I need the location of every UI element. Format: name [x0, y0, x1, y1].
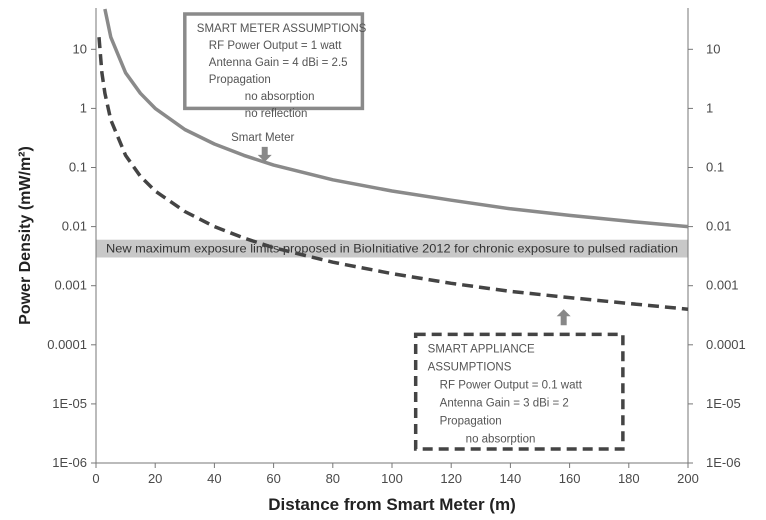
y-tick-label-right: 1E-05: [706, 396, 741, 411]
y-tick-label-right: 0.1: [706, 160, 724, 175]
y-tick-label: 1E-06: [52, 455, 87, 470]
x-tick-label: 40: [207, 471, 221, 486]
x-tick-label: 200: [677, 471, 699, 486]
smart-appliance-assumptions-box: SMART APPLIANCE ASSUMPTIONS RF Power Outpu…: [413, 332, 625, 451]
y-tick-label: 1: [80, 100, 87, 115]
y-tick-label: 1E-05: [52, 396, 87, 411]
annotation-arrow-down: [257, 146, 272, 162]
y-tick-label: 0.001: [54, 278, 87, 293]
exposure-limit-label: New maximum exposure limits proposed in …: [106, 242, 678, 256]
assumption-line: Propagation: [209, 74, 271, 86]
y-tick-label-right: 0.0001: [706, 337, 746, 352]
y-tick-label-right: 1: [706, 100, 713, 115]
assumptions-box-frame: [413, 332, 625, 451]
x-tick-label: 0: [92, 471, 99, 486]
assumption-line: no absorption: [466, 433, 536, 445]
y-tick-label-right: 0.001: [706, 278, 739, 293]
annotation-label: Smart Meter: [231, 132, 294, 144]
assumption-line: ASSUMPTIONS: [428, 361, 512, 373]
y-tick-label: 0.0001: [47, 337, 87, 352]
x-tick-label: 60: [266, 471, 280, 486]
assumption-line: SMART METER ASSUMPTIONS: [197, 23, 367, 35]
y-tick-label: 0.1: [69, 160, 87, 175]
series-line-smart-meter: [103, 8, 689, 229]
y-tick-label-right: 10: [706, 41, 720, 56]
assumption-line: no absorption: [245, 91, 315, 103]
x-axis-title: Distance from Smart Meter (m): [268, 495, 516, 514]
x-tick-label: 120: [440, 471, 462, 486]
series-line-smart-appliance: [97, 37, 689, 311]
smart-meter-assumptions-box: SMART METER ASSUMPTIONS RF Power Output =…: [183, 12, 367, 120]
assumption-line: RF Power Output = 1 watt: [209, 40, 342, 52]
y-axis-title: Power Density (mW/m²): [17, 146, 34, 325]
x-tick-label: 180: [618, 471, 640, 486]
assumption-line: Antenna Gain = 3 dBi = 2: [440, 397, 569, 409]
assumptions-box-frame: [183, 12, 365, 111]
y-tick-label: 0.01: [62, 219, 87, 234]
x-tick-label: 80: [326, 471, 340, 486]
assumption-line: Antenna Gain = 4 dBi = 2.5: [209, 57, 348, 69]
x-tick-label: 160: [559, 471, 581, 486]
y-tick-label-right: 0.01: [706, 219, 731, 234]
exposure-limit-band: [96, 239, 688, 258]
annotation-arrow-up: [556, 309, 571, 326]
assumption-line: Propagation: [440, 415, 502, 427]
y-tick-label-right: 1E-06: [706, 455, 741, 470]
x-tick-label: 140: [500, 471, 522, 486]
y-tick-label: 10: [73, 41, 87, 56]
assumption-line: SMART APPLIANCE: [428, 343, 535, 355]
x-tick-label: 100: [381, 471, 403, 486]
x-tick-label: 20: [148, 471, 162, 486]
assumption-line: no reflection: [245, 108, 308, 120]
assumption-line: RF Power Output = 0.1 watt: [440, 379, 583, 391]
